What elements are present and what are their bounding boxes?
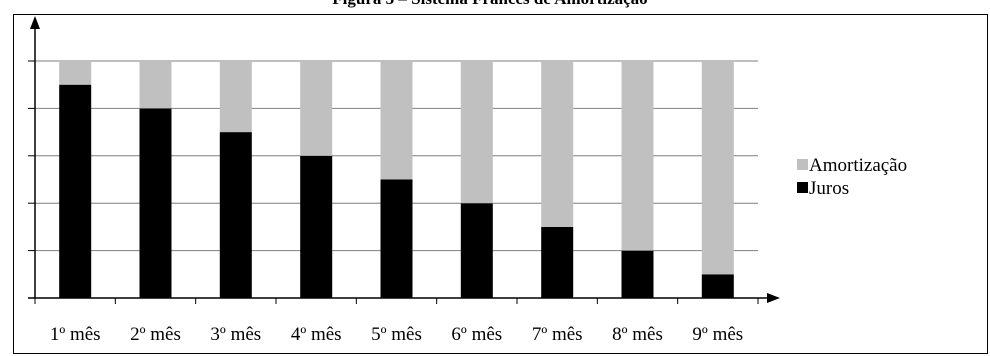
x-tick-label-9: 9º mês <box>692 324 743 345</box>
bar-juros-2 <box>139 108 172 299</box>
bars <box>59 61 734 299</box>
bar-amortiza-o-5 <box>380 61 413 180</box>
bar-amortiza-o-9 <box>701 61 734 275</box>
bar-amortiza-o-4 <box>300 61 333 156</box>
bar-juros-7 <box>541 226 574 298</box>
bar-amortiza-o-1 <box>59 61 92 85</box>
x-tick-label-2: 2º mês <box>130 324 181 345</box>
bar-amortiza-o-8 <box>621 61 654 251</box>
x-tick-label-1: 1º mês <box>50 324 101 345</box>
bar-juros-3 <box>219 132 252 298</box>
bar-juros-4 <box>300 155 333 298</box>
axes <box>28 16 780 304</box>
bar-amortiza-o-7 <box>541 61 574 227</box>
bar-juros-1 <box>59 84 92 298</box>
bar-amortiza-o-2 <box>139 61 172 109</box>
chart-title: Figura 3 – Sistema Francês de Amortizaçã… <box>332 0 647 8</box>
x-tick-labels: 1º mês 2º mês 3º mês 4º mês 5º mês 6º mês 7º m… <box>50 324 743 345</box>
x-tick-label-4: 4º mês <box>291 324 342 345</box>
x-tick-label-7: 7º mês <box>532 324 583 345</box>
y-axis-arrow <box>30 16 40 29</box>
x-tick-label-8: 8º mês <box>612 324 663 345</box>
x-tick-label-5: 5º mês <box>371 324 422 345</box>
bar-amortiza-o-6 <box>460 61 493 204</box>
bar-amortiza-o-3 <box>219 61 252 133</box>
legend-label-amortiza-o: Amortização <box>809 155 907 176</box>
bar-juros-8 <box>621 250 654 298</box>
bar-juros-5 <box>380 179 413 298</box>
x-tick-label-6: 6º mês <box>451 324 502 345</box>
x-tick-label-3: 3º mês <box>210 324 261 345</box>
legend-label-juros: Juros <box>809 178 849 199</box>
legend-swatch-juros <box>797 182 808 193</box>
bar-juros-9 <box>701 274 734 298</box>
chart-frame <box>13 14 988 354</box>
x-axis-arrow <box>767 293 780 303</box>
legend-swatch-amortiza-o <box>797 159 808 170</box>
bar-juros-6 <box>460 203 493 298</box>
